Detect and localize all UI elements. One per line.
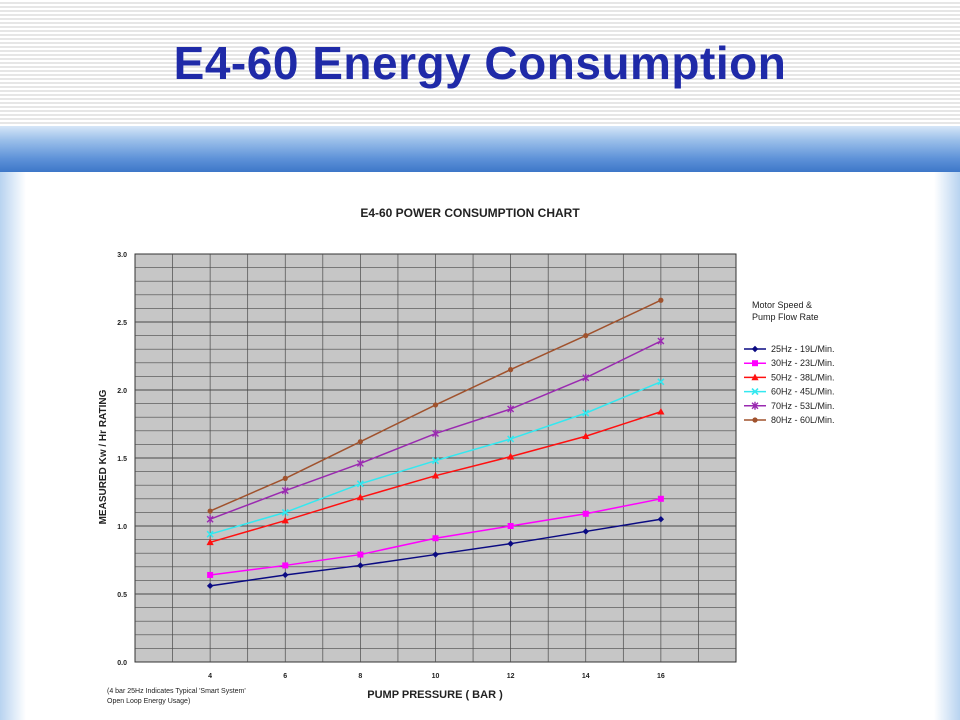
data-point-series-4: [356, 480, 364, 488]
legend-marker-1: [751, 345, 759, 353]
title-divider-bar: [0, 126, 960, 172]
legend-title-line-2: Pump Flow Rate: [752, 312, 819, 322]
title-background-stripes: [0, 0, 960, 130]
data-point-series-5: [657, 337, 665, 346]
data-point-series-6: [282, 475, 288, 481]
data-point-series-2: [507, 523, 514, 529]
x-tick-label: 8: [358, 673, 362, 680]
data-point-series-3: [356, 493, 364, 501]
data-point-series-2: [207, 571, 214, 578]
data-point-series-5: [432, 429, 439, 438]
data-point-series-4: [281, 508, 289, 516]
left-edge-decoration: [0, 172, 26, 720]
legend-label-3: 50Hz - 38L/Min.: [771, 372, 835, 382]
data-point-series-4: [507, 435, 515, 443]
legend-label-6: 80Hz - 60L/Min.: [771, 415, 835, 425]
y-tick-label: 0.5: [117, 592, 127, 599]
legend-label-4: 60Hz - 45L/Min.: [771, 387, 835, 397]
x-tick-label: 10: [432, 673, 440, 680]
data-point-series-6: [658, 297, 664, 303]
y-tick-label: 2.0: [117, 388, 127, 395]
data-point-series-1: [507, 540, 514, 547]
legend-marker-4: [751, 388, 759, 396]
data-point-series-4: [657, 378, 665, 386]
data-point-series-5: [281, 486, 289, 495]
y-tick-label: 2.5: [117, 320, 127, 327]
data-point-series-4: [206, 530, 214, 538]
footnote-line-1: (4 bar 25Hz Indicates Typical 'Smart Sys…: [107, 688, 246, 695]
data-point-series-3: [206, 538, 214, 546]
data-point-series-1: [282, 571, 289, 579]
legend-label-1: 25Hz - 19L/Min.: [771, 344, 835, 354]
data-point-series-2: [357, 551, 364, 558]
data-point-series-1: [206, 582, 214, 590]
data-point-series-1: [582, 528, 589, 535]
x-tick-label: 16: [657, 673, 665, 680]
legend-marker-6: [752, 417, 758, 423]
legend-marker-2: [752, 360, 758, 367]
y-tick-label: 1.0: [117, 524, 127, 531]
data-point-series-3: [657, 407, 665, 415]
data-point-series-3: [431, 471, 440, 479]
legend-title-line-1: Motor Speed &: [752, 300, 812, 310]
data-point-series-2: [582, 510, 589, 517]
data-point-series-4: [431, 457, 440, 465]
data-point-series-3: [582, 432, 590, 440]
chart-title: E4-60 POWER CONSUMPTION CHART: [360, 206, 580, 220]
data-point-series-2: [432, 535, 439, 542]
data-point-series-5: [356, 459, 364, 468]
data-point-series-6: [357, 439, 363, 445]
y-axis-label: MEASURED Kw / Hr RATING: [98, 389, 109, 524]
legend-label-5: 70Hz - 53L/Min.: [771, 401, 835, 411]
data-point-series-1: [357, 562, 364, 569]
data-point-series-4: [582, 409, 590, 417]
x-axis-label: PUMP PRESSURE ( BAR ): [367, 689, 503, 701]
legend-label-2: 30Hz - 23L/Min.: [771, 358, 835, 368]
data-point-series-2: [657, 495, 664, 502]
footnote-line-2: Open Loop Energy Usage): [107, 698, 190, 705]
y-tick-label: 3.0: [117, 252, 127, 259]
data-point-series-6: [508, 367, 514, 373]
data-point-series-1: [432, 551, 439, 558]
x-tick-label: 4: [208, 673, 212, 680]
legend-marker-5: [751, 401, 759, 410]
data-point-series-6: [207, 508, 213, 514]
x-tick-label: 12: [507, 673, 515, 680]
slide-title: E4-60 Energy Consumption: [173, 37, 787, 89]
legend-marker-3: [751, 373, 759, 381]
data-point-series-6: [432, 402, 439, 408]
data-point-series-5: [582, 373, 590, 382]
data-point-series-5: [507, 405, 515, 414]
data-point-series-1: [657, 516, 665, 523]
data-point-series-5: [206, 515, 214, 524]
data-point-series-3: [281, 516, 289, 524]
right-edge-decoration: [934, 172, 960, 720]
data-point-series-6: [583, 333, 589, 339]
x-tick-label: 14: [582, 673, 590, 680]
y-tick-label: 0.0: [117, 660, 127, 667]
y-tick-label: 1.5: [117, 456, 127, 463]
data-point-series-3: [507, 452, 515, 460]
data-point-series-2: [282, 562, 289, 569]
x-tick-label: 6: [283, 673, 287, 680]
